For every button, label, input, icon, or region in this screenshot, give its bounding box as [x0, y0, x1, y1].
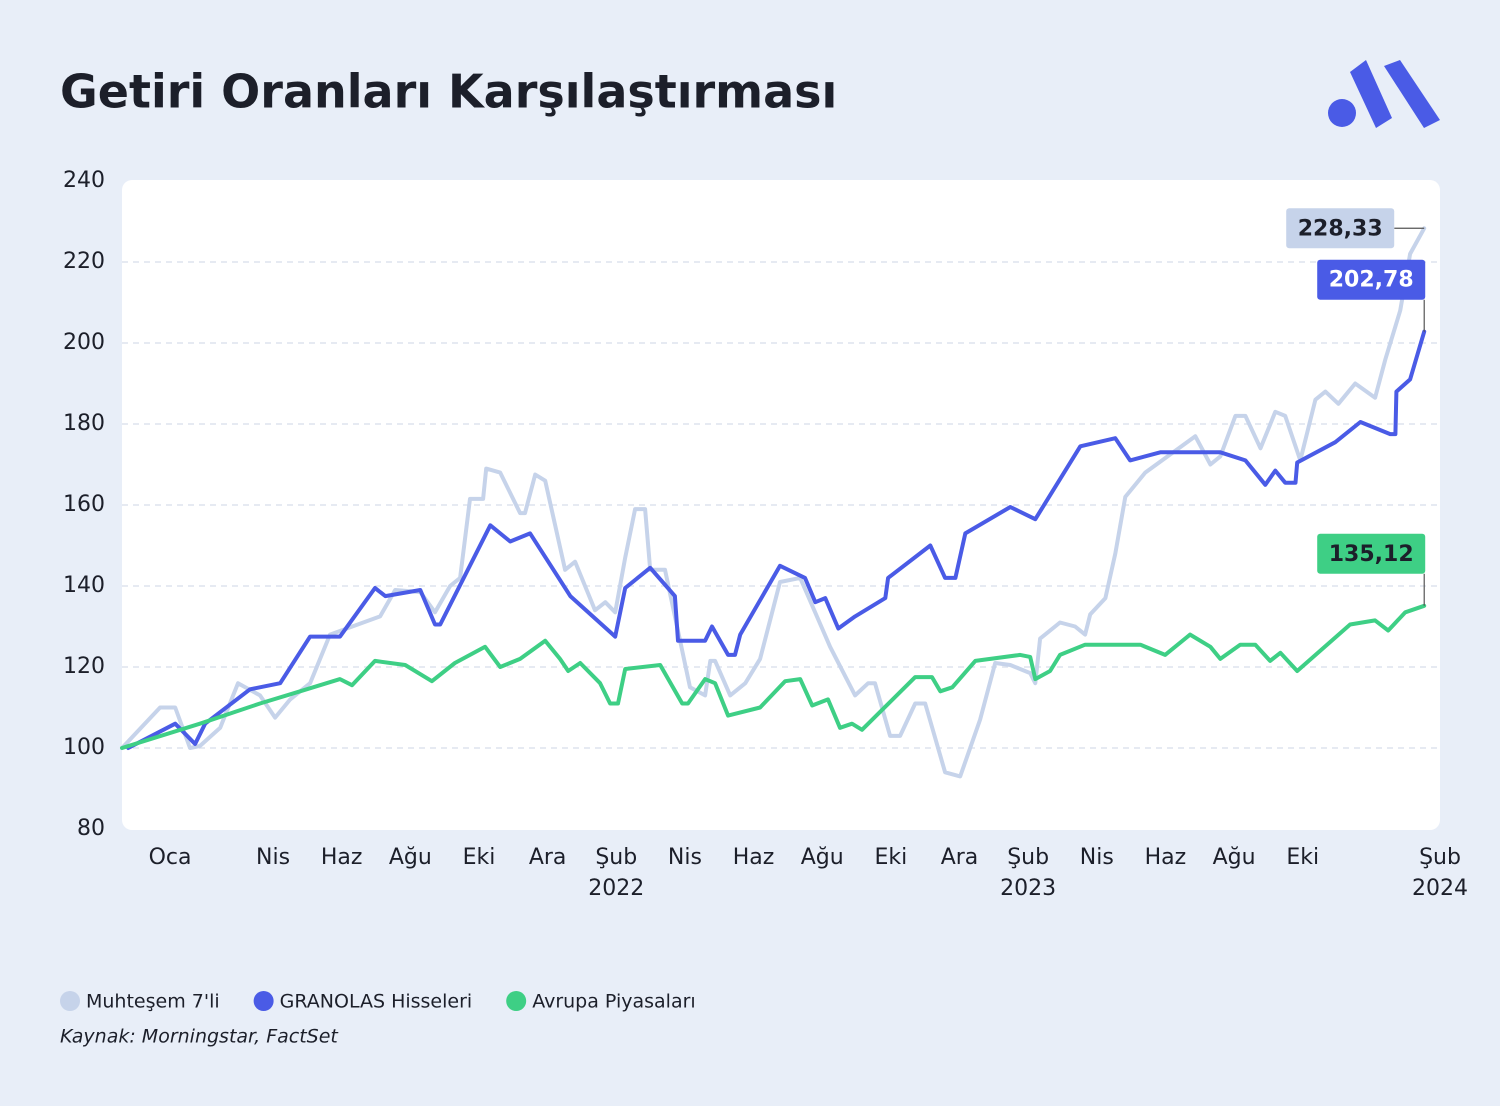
- y-tick-label: 220: [63, 249, 105, 274]
- x-tick-label: Ara: [529, 845, 567, 870]
- legend-label: Avrupa Piyasaları: [532, 991, 696, 1013]
- x-tick-label: Şub 2023: [1000, 845, 1056, 901]
- y-tick-label: 160: [63, 492, 105, 517]
- value-label: 202,78: [1329, 268, 1414, 293]
- value-label-box: [1317, 533, 1426, 574]
- x-tick-label: Nis: [256, 845, 290, 870]
- source: Kaynak: Morningstar, FactSet: [60, 1026, 339, 1048]
- logo-stroke: [1384, 60, 1440, 128]
- x-tick-label: Oca: [149, 845, 192, 870]
- legend-label: Muhteşem 7'li: [86, 991, 220, 1013]
- x-tick-label: Şub 2022: [588, 845, 644, 901]
- chart-title: Getiri Oranları Karşılaştırması: [60, 65, 837, 119]
- y-tick-label: 180: [63, 411, 105, 436]
- y-tick-label: 200: [63, 330, 105, 355]
- value-label-box: [1317, 259, 1426, 300]
- y-tick-label: 100: [63, 735, 105, 760]
- value-label-box: [1286, 208, 1395, 249]
- x-tick-label: Eki: [874, 845, 907, 870]
- plot-area: [122, 180, 1440, 830]
- y-tick-label: 240: [63, 168, 105, 193]
- x-tick-label: Eki: [463, 845, 496, 870]
- x-tick-label: Ağu: [389, 845, 432, 870]
- x-tick-label: Ağu: [1213, 845, 1256, 870]
- x-tick-label: Ağu: [801, 845, 844, 870]
- x-tick-label: Nis: [1080, 845, 1114, 870]
- legend-swatch: [506, 991, 527, 1011]
- x-tick-label: Haz: [321, 845, 363, 870]
- x-tick-label: Şub 2024: [1412, 845, 1468, 901]
- x-tick-label: Haz: [733, 845, 775, 870]
- value-label: 228,33: [1298, 216, 1383, 241]
- legend-label: GRANOLAS Hisseleri: [280, 991, 473, 1013]
- value-label: 135,12: [1329, 542, 1414, 567]
- y-tick-label: 80: [77, 816, 105, 841]
- logo-stroke: [1350, 60, 1392, 128]
- line: [126, 329, 1427, 750]
- x-tick-label: Ara: [941, 845, 979, 870]
- legend-swatch: [253, 991, 274, 1011]
- logo-dot: [1328, 99, 1356, 127]
- line: [120, 603, 1427, 750]
- x-tick-label: Haz: [1145, 845, 1187, 870]
- y-tick-label: 120: [63, 654, 105, 679]
- x-tick-label: Eki: [1286, 845, 1319, 870]
- legend-swatch: [60, 991, 80, 1011]
- y-tick-label: 140: [63, 573, 105, 598]
- x-tick-label: Nis: [668, 845, 702, 870]
- logo: [1328, 60, 1440, 128]
